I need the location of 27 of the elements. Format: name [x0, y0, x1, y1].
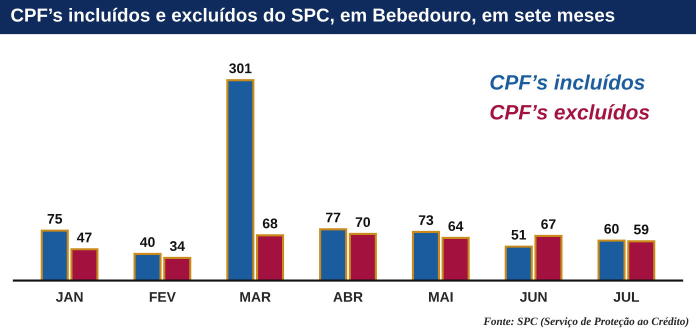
text: CPF’s incluídos	[490, 74, 645, 90]
data-label: 64	[448, 221, 464, 232]
bar	[348, 232, 377, 281]
data-label: 40	[140, 237, 155, 248]
x-tick-label: MAI	[429, 292, 453, 302]
bar	[319, 228, 348, 281]
data-label: 59	[634, 224, 648, 234]
x-tick-label: ABR	[333, 292, 363, 302]
x-tick-label: JUL	[613, 292, 640, 302]
data-label: 60	[604, 224, 619, 234]
text: CPF’s excluídos	[490, 104, 650, 120]
data-label: 68	[262, 218, 278, 228]
data-label: 301	[229, 63, 252, 74]
data-label: 47	[76, 232, 92, 242]
data-label: 34	[170, 241, 185, 252]
chart-title: CPF’s incluídos e excluídos do SPC, em Bebedouro, em sete meses	[11, 8, 614, 24]
data-label: 67	[541, 219, 556, 230]
data-label: 75	[48, 214, 62, 224]
x-tick-label: FEV	[150, 292, 176, 302]
x-tick-label: MAR	[240, 292, 271, 302]
data-label: 70	[356, 217, 370, 228]
x-tick-label: JAN	[56, 292, 83, 302]
data-label: 73	[418, 215, 434, 226]
data-label: 51	[511, 230, 526, 240]
source-note: Fonte: SPC (Serviço de Proteção ao Crédito)	[484, 317, 688, 328]
x-tick-label: JUN	[520, 292, 547, 302]
data-label: 77	[326, 212, 340, 222]
